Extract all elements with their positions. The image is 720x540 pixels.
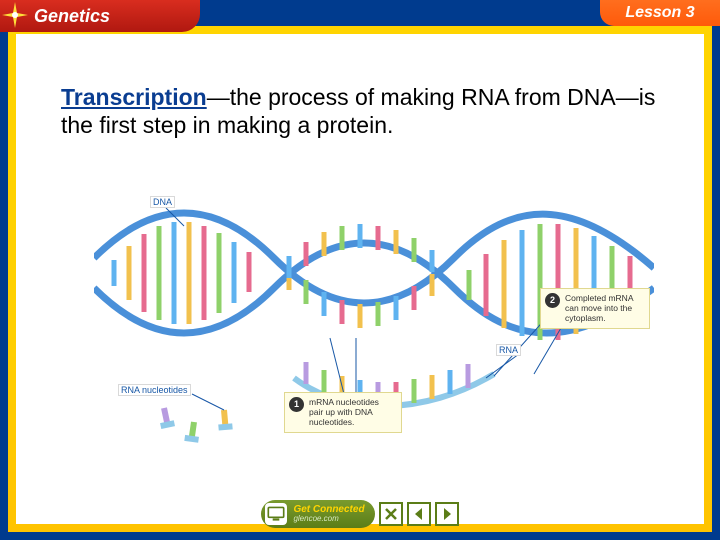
footer-nav: Get Connected glencoe.com <box>0 500 720 528</box>
frame-inner: Transcription—the process of making RNA … <box>16 34 704 524</box>
frame-yellow: Transcription—the process of making RNA … <box>8 26 712 532</box>
callout-badge-2: 2 <box>545 293 560 308</box>
basepairs-left <box>114 222 249 324</box>
label-dna: DNA <box>150 196 175 208</box>
close-icon <box>384 507 398 521</box>
prev-button[interactable] <box>407 502 431 526</box>
callout-badge-1: 1 <box>289 397 304 412</box>
free-rna-nucleotides <box>157 407 233 443</box>
leader-lines <box>166 208 568 410</box>
diagram-svg <box>94 178 654 498</box>
label-rna: RNA <box>496 344 521 356</box>
content-text: Transcription—the process of making RNA … <box>61 84 659 139</box>
basepairs-open <box>289 224 432 328</box>
monitor-icon <box>265 503 287 525</box>
callout-2: 2 Completed mRNA can move into the cytop… <box>540 288 650 329</box>
lesson-title: Lesson 3 <box>625 4 694 22</box>
callout-1: 1 mRNA nucleotides pair up with DNA nucl… <box>284 392 402 433</box>
chapter-tab: Genetics <box>0 0 200 32</box>
next-button[interactable] <box>435 502 459 526</box>
frame-outer: Genetics Lesson 3 Transcription—the proc… <box>0 0 720 540</box>
callout-1-text: mRNA nucleotides pair up with DNA nucleo… <box>309 397 379 427</box>
flare-icon <box>2 2 28 28</box>
close-button[interactable] <box>379 502 403 526</box>
callout-2-text: Completed mRNA can move into the cytopla… <box>565 293 633 323</box>
pill-sub: glencoe.com <box>293 515 364 523</box>
lesson-tab: Lesson 3 <box>600 0 720 26</box>
label-rna-nucleotides: RNA nucleotides <box>118 384 191 396</box>
chevron-left-icon <box>412 507 426 521</box>
body-text: Transcription—the process of making RNA … <box>61 84 659 139</box>
connect-pill[interactable]: Get Connected glencoe.com <box>261 500 374 528</box>
key-term: Transcription <box>61 84 207 110</box>
chapter-title: Genetics <box>34 6 110 27</box>
transcription-diagram: DNA RNA nucleotides RNA 1 mRNA nucleotid… <box>94 178 654 498</box>
chevron-right-icon <box>440 507 454 521</box>
